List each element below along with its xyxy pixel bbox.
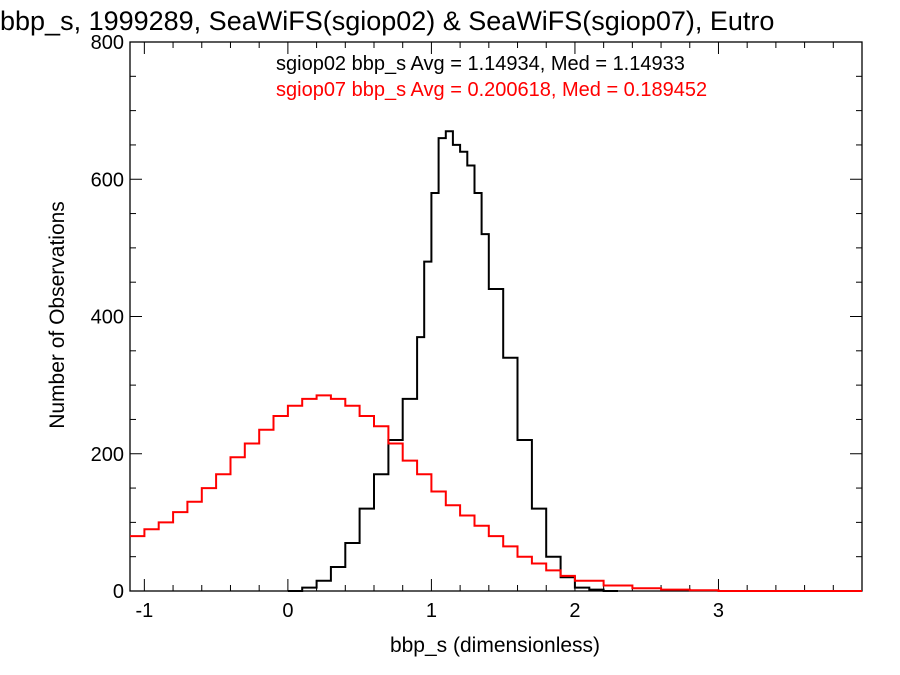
- x-tick-label: 3: [713, 600, 724, 622]
- x-axis-label: bbp_s (dimensionless): [390, 634, 600, 657]
- series-sgiop02: [287, 130, 618, 592]
- y-tick-label: 800: [91, 32, 124, 54]
- y-tick-label: 600: [91, 169, 124, 191]
- x-tick-label: 1: [426, 600, 437, 622]
- chart-title: bbp_s, 1999289, SeaWiFS(sgiop02) & SeaWi…: [0, 6, 774, 36]
- annotation-sgiop02: sgiop02 bbp_s Avg = 1.14934, Med = 1.149…: [276, 53, 685, 75]
- x-tick-label: 2: [569, 600, 580, 622]
- x-tick-label: 0: [282, 600, 293, 622]
- series-sgiop07: [130, 394, 862, 592]
- y-tick-label: 0: [113, 581, 124, 603]
- y-tick-label: 200: [91, 444, 124, 466]
- annotation-sgiop07: sgiop07 bbp_s Avg = 0.200618, Med = 0.18…: [276, 79, 707, 101]
- y-tick-label: 400: [91, 307, 124, 329]
- plot-area-frame: [129, 41, 863, 592]
- x-tick-label: -1: [135, 600, 153, 622]
- y-axis-label: Number of Observations: [46, 201, 69, 429]
